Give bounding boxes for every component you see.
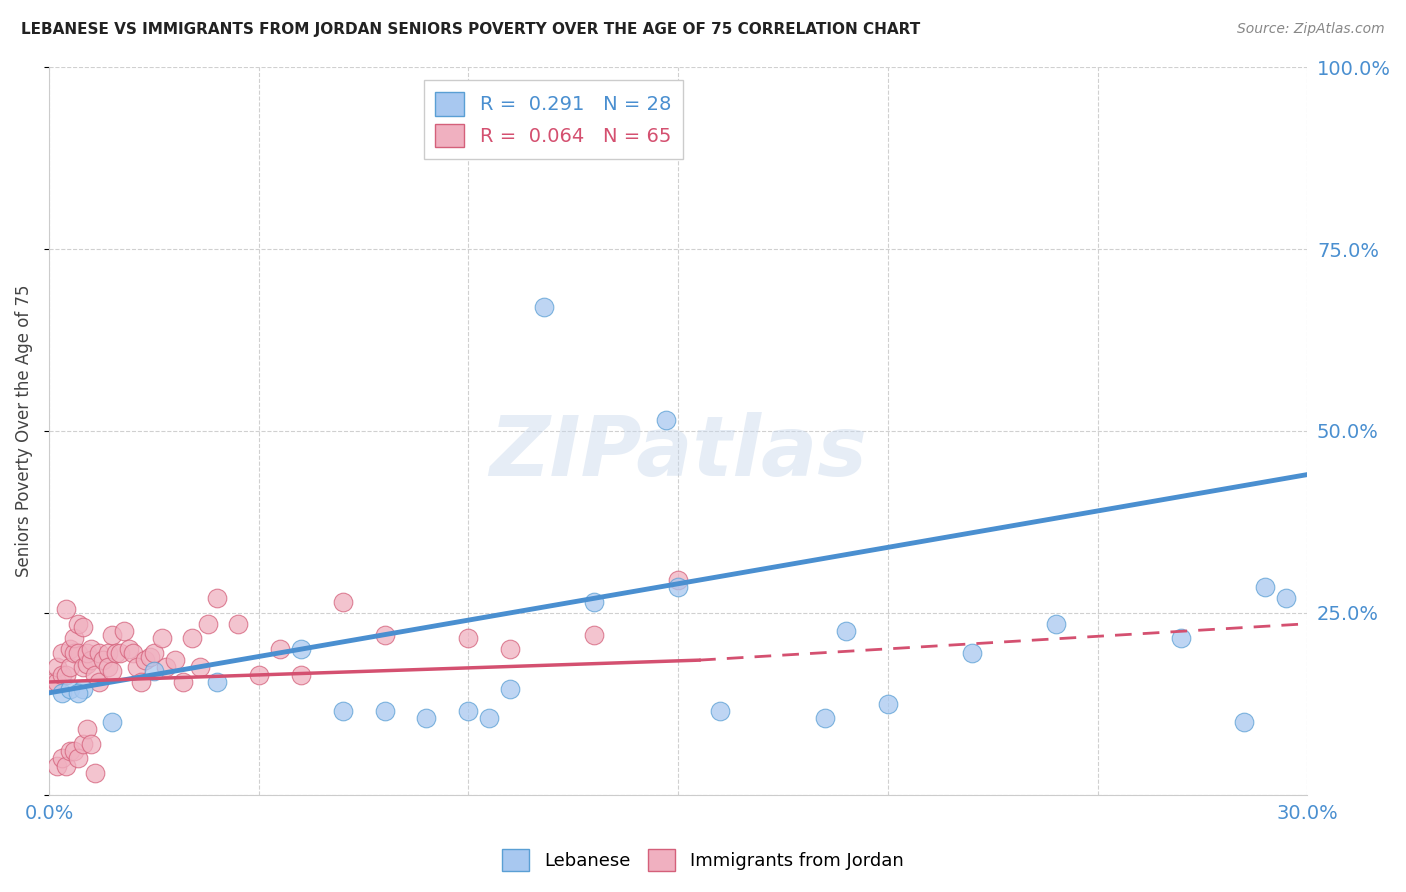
Point <box>197 616 219 631</box>
Point <box>55 602 77 616</box>
Point <box>84 667 107 681</box>
Point <box>180 632 202 646</box>
Point <box>373 628 395 642</box>
Point <box>373 704 395 718</box>
Point <box>46 758 69 772</box>
Point <box>332 704 354 718</box>
Point <box>457 704 479 718</box>
Point <box>59 682 82 697</box>
Point <box>84 766 107 780</box>
Point <box>533 300 555 314</box>
Point <box>654 413 676 427</box>
Point <box>72 682 94 697</box>
Point <box>269 642 291 657</box>
Text: LEBANESE VS IMMIGRANTS FROM JORDAN SENIORS POVERTY OVER THE AGE OF 75 CORRELATIO: LEBANESE VS IMMIGRANTS FROM JORDAN SENIO… <box>21 22 921 37</box>
Point <box>76 657 98 671</box>
Point <box>101 628 124 642</box>
Point <box>499 642 522 657</box>
Point <box>876 697 898 711</box>
Point <box>129 675 152 690</box>
Text: ZIPatlas: ZIPatlas <box>489 412 868 493</box>
Point <box>97 660 120 674</box>
Point <box>205 675 228 690</box>
Point <box>814 711 837 725</box>
Point <box>142 664 165 678</box>
Point <box>155 660 177 674</box>
Point <box>709 704 731 718</box>
Point <box>89 646 111 660</box>
Point <box>67 646 90 660</box>
Point <box>666 580 689 594</box>
Point <box>89 675 111 690</box>
Point <box>134 653 156 667</box>
Point <box>960 646 983 660</box>
Point <box>188 660 211 674</box>
Point <box>59 642 82 657</box>
Point <box>1170 632 1192 646</box>
Point <box>101 714 124 729</box>
Point <box>247 667 270 681</box>
Point <box>67 616 90 631</box>
Point <box>172 675 194 690</box>
Point <box>114 624 136 638</box>
Text: Source: ZipAtlas.com: Source: ZipAtlas.com <box>1237 22 1385 37</box>
Legend: R =  0.291   N = 28, R =  0.064   N = 65: R = 0.291 N = 28, R = 0.064 N = 65 <box>423 80 683 159</box>
Point <box>59 660 82 674</box>
Point <box>138 649 160 664</box>
Point <box>118 642 141 657</box>
Point <box>583 595 606 609</box>
Point <box>499 682 522 697</box>
Point <box>63 744 86 758</box>
Point <box>67 686 90 700</box>
Point <box>101 664 124 678</box>
Point <box>150 632 173 646</box>
Point <box>415 711 437 725</box>
Point <box>110 646 132 660</box>
Legend: Lebanese, Immigrants from Jordan: Lebanese, Immigrants from Jordan <box>495 842 911 879</box>
Point <box>55 758 77 772</box>
Point <box>67 751 90 765</box>
Point <box>51 667 73 681</box>
Point <box>1045 616 1067 631</box>
Point <box>76 646 98 660</box>
Point <box>121 646 143 660</box>
Point <box>163 653 186 667</box>
Point <box>478 711 501 725</box>
Point <box>1254 580 1277 594</box>
Point <box>105 646 128 660</box>
Point <box>583 628 606 642</box>
Point <box>42 675 65 690</box>
Y-axis label: Seniors Poverty Over the Age of 75: Seniors Poverty Over the Age of 75 <box>15 285 32 577</box>
Point <box>63 646 86 660</box>
Point <box>142 646 165 660</box>
Point <box>226 616 249 631</box>
Point <box>97 646 120 660</box>
Point <box>290 642 312 657</box>
Point <box>59 744 82 758</box>
Point <box>80 653 103 667</box>
Point <box>93 653 115 667</box>
Point <box>63 632 86 646</box>
Point <box>80 642 103 657</box>
Point <box>80 737 103 751</box>
Point <box>1233 714 1256 729</box>
Point <box>72 660 94 674</box>
Point <box>51 686 73 700</box>
Point <box>205 591 228 606</box>
Point <box>125 660 148 674</box>
Point <box>666 573 689 587</box>
Point <box>51 751 73 765</box>
Point <box>55 667 77 681</box>
Point <box>1275 591 1298 606</box>
Point <box>46 660 69 674</box>
Point <box>51 646 73 660</box>
Point <box>290 667 312 681</box>
Point <box>457 632 479 646</box>
Point <box>72 737 94 751</box>
Point <box>46 675 69 690</box>
Point <box>76 723 98 737</box>
Point <box>72 620 94 634</box>
Point <box>332 595 354 609</box>
Point <box>835 624 858 638</box>
